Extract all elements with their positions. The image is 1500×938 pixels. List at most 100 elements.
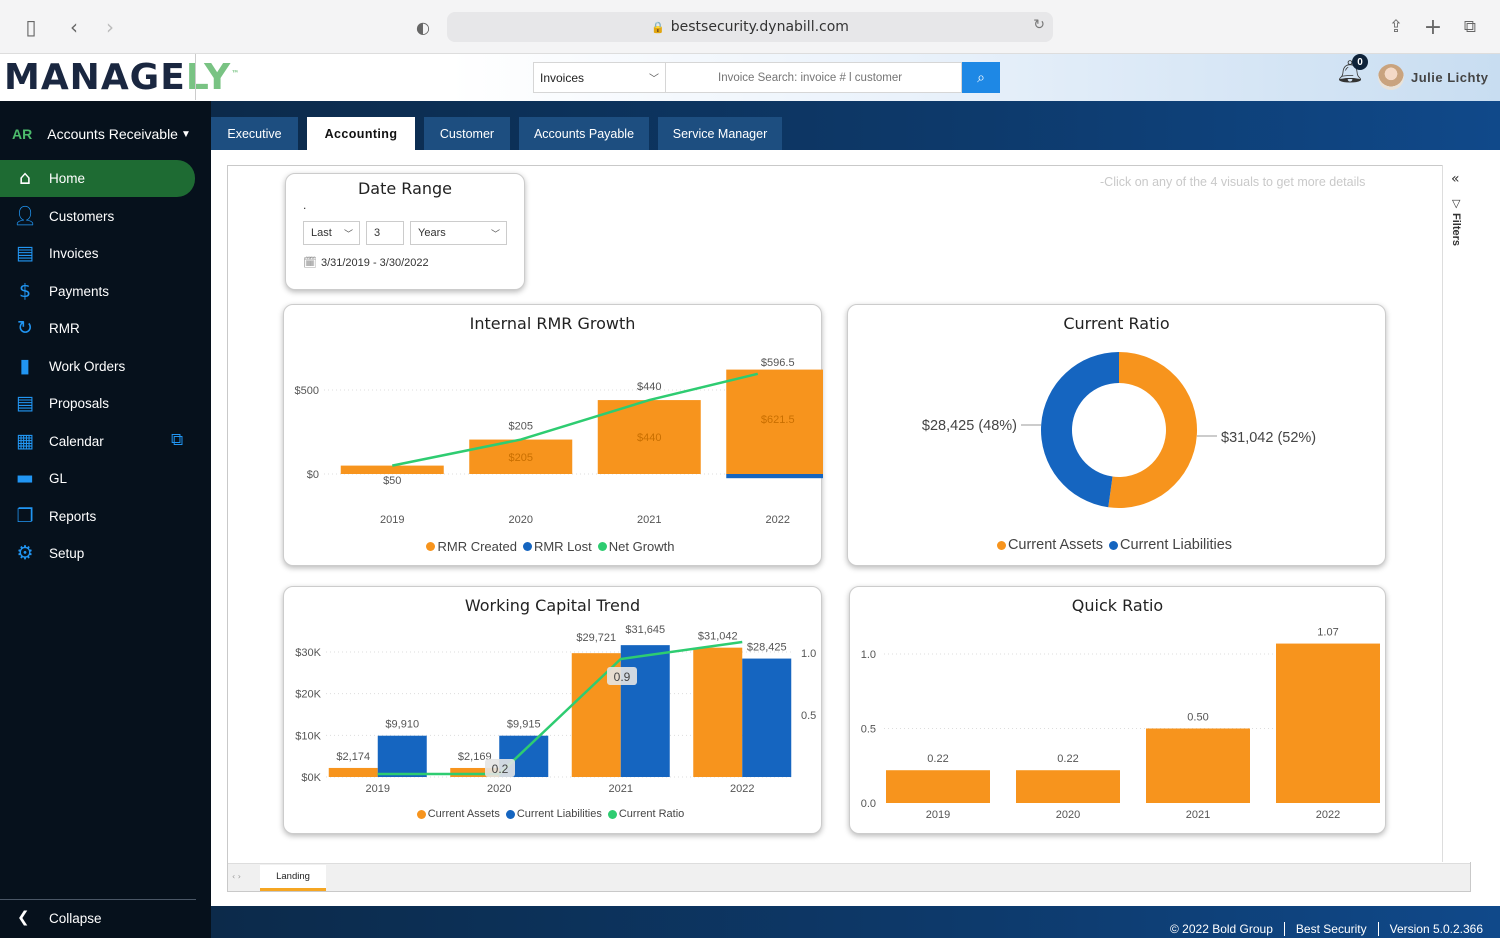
tab-service-manager[interactable]: Service Manager xyxy=(658,117,782,150)
data-label-created: $440 xyxy=(637,432,661,444)
period-select[interactable]: Last ﹀ xyxy=(303,221,360,245)
date-range-dot: . xyxy=(303,198,307,212)
logo-accent: LY xyxy=(185,57,232,98)
dollar-icon: $ xyxy=(18,279,32,302)
reload-icon[interactable]: ↻ xyxy=(1033,17,1045,33)
legend-item-rmr-lost[interactable]: RMR Lost xyxy=(522,539,592,554)
tab-accounts-payable[interactable]: Accounts Payable xyxy=(519,117,649,150)
internal-rmr-growth-chart[interactable]: $0 $500 $50 2019 $205 $205 2020 $440 $440 2021 $62… xyxy=(284,305,823,567)
sidebar-item-label: Customers xyxy=(49,208,115,224)
sidebar-item-invoices[interactable]: ▤ Invoices xyxy=(0,235,195,272)
external-link-icon[interactable]: ⧉ xyxy=(171,430,184,450)
sidebar-item-payments[interactable]: $ Payments xyxy=(0,273,195,310)
sidebar-item-calendar[interactable]: ▦ Calendar xyxy=(0,423,195,460)
chart-title: Working Capital Trend xyxy=(464,596,641,615)
legend-label: RMR Lost xyxy=(533,539,592,554)
footer-copyright: © 2022 Bold Group xyxy=(1170,922,1273,936)
bar-quick-ratio xyxy=(1276,643,1380,803)
legend-swatch xyxy=(505,809,515,819)
avatar[interactable] xyxy=(1378,64,1404,90)
search-type-select[interactable]: Invoices ﹀ xyxy=(533,62,666,93)
filters-pane[interactable]: « ▽ Filters xyxy=(1442,165,1471,862)
sidebar-item-setup[interactable]: ⚙ Setup xyxy=(0,535,195,572)
internal-rmr-growth-card[interactable]: Internal RMR Growth $0 $500 $50 2019 $205 $20… xyxy=(283,304,823,567)
new-tab-icon[interactable]: + xyxy=(1423,14,1443,40)
back-icon[interactable]: ‹ xyxy=(70,15,78,39)
y-tick-label: 0.0 xyxy=(861,798,876,810)
sidebar-item-label: Calendar xyxy=(49,433,104,449)
tab-accounting[interactable]: Accounting xyxy=(307,117,415,150)
working-capital-trend-card[interactable]: Working Capital Trend $0K $10K $20K $30K 0.5… xyxy=(283,586,822,834)
sidebar-item-work-orders[interactable]: ▮ Work Orders xyxy=(0,348,195,385)
double-chevron-left-icon[interactable]: « xyxy=(1451,171,1460,187)
unit-select[interactable]: Years ﹀ xyxy=(410,221,507,245)
share-icon[interactable]: ⇪ xyxy=(1388,17,1404,37)
lock-icon: 🔒 xyxy=(651,20,665,34)
data-label-ratio: 0.9 xyxy=(614,670,631,684)
search-button[interactable]: ⌕ xyxy=(962,62,1000,93)
quick-ratio-chart[interactable]: 0.0 0.5 1.0 0.22 2019 0.22 2020 0.50 2021 1.07 202… xyxy=(850,587,1387,835)
legend-label: Net Growth xyxy=(608,539,675,554)
forward-icon[interactable]: › xyxy=(106,15,114,39)
page-tab-landing[interactable]: Landing xyxy=(260,865,326,891)
y-tick-label: $10K xyxy=(295,730,321,742)
tabs-overview-icon[interactable]: ⧉ xyxy=(1463,17,1477,37)
legend-item-current-ratio[interactable]: Current Ratio xyxy=(607,808,685,820)
collapse-button[interactable]: ❮ Collapse xyxy=(0,900,196,936)
invoice-search-input[interactable] xyxy=(666,62,962,93)
legend-item-current-assets[interactable]: Current Assets xyxy=(416,808,500,820)
tab-executive[interactable]: Executive xyxy=(211,117,298,150)
footer-version: Version 5.0.2.366 xyxy=(1389,922,1484,936)
sidebar-item-rmr[interactable]: ↻ RMR xyxy=(0,310,195,347)
legend-item-current-liabilities[interactable]: Current Liabilities xyxy=(505,808,602,820)
current-ratio-card[interactable]: Current Ratio $31,042 (52%) $28,425 (48%)… xyxy=(847,304,1386,566)
x-tick-label: 2021 xyxy=(609,783,633,795)
logo[interactable]: MANAGELY™ xyxy=(4,57,240,98)
data-label-assets: $29,721 xyxy=(576,632,616,644)
sidebar-toggle-icon[interactable]: ▯ xyxy=(25,15,37,39)
copy-icon: ❐ xyxy=(16,504,34,527)
bar-current-assets xyxy=(693,647,743,777)
sidebar-item-home[interactable]: ⌂ Home xyxy=(0,160,195,197)
footer-separator xyxy=(1377,922,1379,936)
legend-item-net-growth[interactable]: Net Growth xyxy=(597,539,675,554)
count-input[interactable]: 3 xyxy=(366,221,404,245)
working-capital-trend-chart[interactable]: $0K $10K $20K $30K 0.5 1.0 $2,174 $9,910 2019 $2,… xyxy=(284,587,823,835)
legend-label: Current Ratio xyxy=(618,808,685,820)
data-label-net: $50 xyxy=(383,475,401,487)
x-tick-label: 2019 xyxy=(926,809,950,821)
data-label: 0.50 xyxy=(1187,712,1208,724)
data-label-created: $621.5 xyxy=(761,414,795,426)
user-name[interactable]: Julie Lichty xyxy=(1411,70,1489,85)
search-icon: ⌕ xyxy=(977,69,985,85)
chart-title: Internal RMR Growth xyxy=(469,314,636,333)
chart-legend: RMR Created RMR Lost Net Growth xyxy=(284,539,823,554)
legend-label: Current Liabilities xyxy=(1120,537,1233,553)
shield-icon[interactable]: ◐ xyxy=(416,17,430,37)
legend-item-current-liabilities[interactable]: Current Liabilities xyxy=(1109,537,1232,553)
legend-item-current-assets[interactable]: Current Assets xyxy=(996,537,1104,553)
data-label-liabilities: $28,425 xyxy=(747,642,787,654)
unit-value: Years xyxy=(418,227,446,239)
date-range-text: 🗓︎ 3/31/2019 - 3/30/2022 xyxy=(303,256,429,269)
data-label-ratio: 0.2 xyxy=(492,762,509,776)
module-switcher[interactable]: AR Accounts Receivable ▼ xyxy=(12,126,191,142)
tab-customer[interactable]: Customer xyxy=(424,117,510,150)
legend-item-rmr-created[interactable]: RMR Created xyxy=(426,539,517,554)
bar-current-assets xyxy=(450,767,500,777)
y-tick-label: 1.0 xyxy=(861,649,876,661)
quick-ratio-card[interactable]: Quick Ratio 0.0 0.5 1.0 0.22 2019 0.22 2020 0.5… xyxy=(849,586,1386,834)
current-ratio-chart[interactable]: $31,042 (52%) $28,425 (48%) xyxy=(848,305,1387,567)
chart-legend: Current Assets Current Liabilities Current… xyxy=(284,808,823,820)
page-nav-arrows-icon[interactable]: ‹ › xyxy=(232,872,241,881)
sidebar-item-reports[interactable]: ❐ Reports xyxy=(0,498,195,535)
sidebar-item-gl[interactable]: ▬ GL xyxy=(0,460,195,497)
legend-swatch xyxy=(426,542,436,551)
y-tick-label: $20K xyxy=(295,689,321,701)
sidebar-item-label: Invoices xyxy=(49,246,99,261)
address-bar[interactable]: 🔒 bestsecurity.dynabill.com ↻ xyxy=(447,12,1053,42)
chart-title: Current Ratio xyxy=(1063,314,1170,333)
sidebar-item-proposals[interactable]: ▤ Proposals xyxy=(0,385,195,422)
legend-label: Current Assets xyxy=(1007,537,1104,553)
sidebar-item-customers[interactable]: 👤︎ Customers xyxy=(0,198,195,235)
